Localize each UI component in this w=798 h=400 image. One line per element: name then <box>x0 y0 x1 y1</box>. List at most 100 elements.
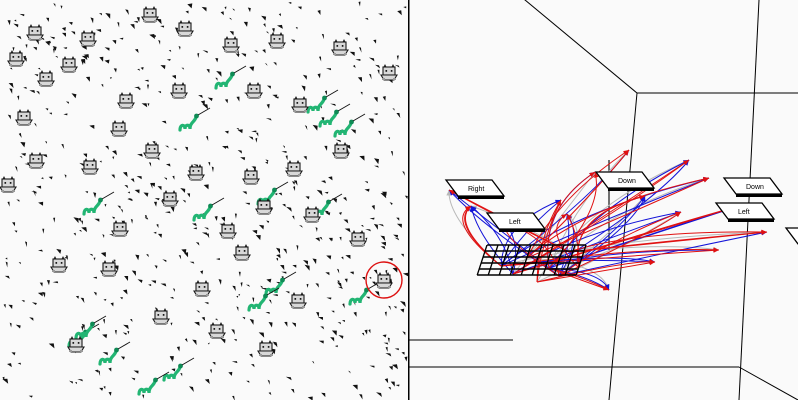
cat-agent[interactable] <box>170 82 188 99</box>
snake-agent[interactable] <box>137 377 158 396</box>
action-plate[interactable]: Up <box>784 227 798 247</box>
snake-agent[interactable] <box>82 197 103 216</box>
cat-agent[interactable] <box>60 56 78 73</box>
debris-particle <box>352 65 356 69</box>
action-plate[interactable]: Down <box>594 171 656 191</box>
debris-particle <box>304 125 308 131</box>
cat-agent[interactable] <box>285 160 303 177</box>
debris-particle <box>247 7 251 13</box>
cat-agent[interactable] <box>349 230 367 247</box>
cat-agent[interactable] <box>245 82 263 99</box>
debris-particle <box>93 257 96 261</box>
cat-agent[interactable] <box>110 120 128 137</box>
debris-particle <box>204 302 209 305</box>
snake-agent[interactable] <box>178 113 199 132</box>
snake-agent[interactable] <box>98 347 119 366</box>
debris-particle <box>266 220 270 224</box>
debris-particle <box>324 210 329 215</box>
cat-agent[interactable] <box>176 20 194 37</box>
debris-particle <box>60 5 63 9</box>
cat-agent[interactable] <box>233 244 251 261</box>
debris-particle <box>77 217 81 222</box>
graph-edge <box>568 231 768 253</box>
snake-agent[interactable] <box>318 109 339 128</box>
cat-agent[interactable] <box>255 198 273 215</box>
debris-particle <box>127 330 130 335</box>
debris-particle <box>303 155 307 160</box>
snake-agent[interactable] <box>348 287 369 306</box>
cat-agent[interactable] <box>219 222 237 239</box>
debris-particle <box>295 27 298 30</box>
debris-particle <box>231 361 238 364</box>
cat-agent[interactable] <box>289 292 307 309</box>
debris-particle <box>328 237 333 241</box>
debris-particle <box>7 20 11 26</box>
simulation-world-view[interactable] <box>0 0 408 400</box>
world-canvas[interactable] <box>0 0 408 400</box>
debris-particle <box>198 95 203 99</box>
debris-particle <box>380 241 386 246</box>
debris-particle <box>150 35 156 38</box>
cat-agent[interactable] <box>152 308 170 325</box>
debris-particle <box>93 291 97 296</box>
cat-agent[interactable] <box>208 322 226 339</box>
debris-particle <box>207 97 213 102</box>
cat-agent[interactable] <box>67 336 85 353</box>
snake-agent[interactable] <box>162 363 183 382</box>
debris-particle <box>3 304 6 309</box>
debris-particle <box>352 384 358 390</box>
edge-arrowhead <box>639 195 645 200</box>
cat-agent[interactable] <box>380 64 398 81</box>
debris-particle <box>41 154 48 158</box>
cat-agent[interactable] <box>332 142 350 159</box>
cat-agent[interactable] <box>143 142 161 159</box>
debris-particle <box>396 112 401 119</box>
cat-agent[interactable] <box>268 32 286 49</box>
cat-agent[interactable] <box>37 70 55 87</box>
debris-particle <box>124 185 129 189</box>
cat-agent[interactable] <box>0 176 17 193</box>
cat-agent[interactable] <box>7 50 25 67</box>
action-plate[interactable]: Left <box>714 202 776 222</box>
debris-particle <box>9 67 13 70</box>
cat-agent[interactable] <box>222 36 240 53</box>
state-mesh-grid[interactable] <box>476 244 587 276</box>
action-plate[interactable]: Down <box>722 177 784 197</box>
cat-agent[interactable] <box>117 92 135 109</box>
snake-agent[interactable] <box>333 119 354 138</box>
policy-graph-3d-view[interactable]: Right Left Down Down Left Up <box>409 0 798 400</box>
cat-agent[interactable] <box>242 168 260 185</box>
cat-agent[interactable] <box>79 30 97 47</box>
snake-agent[interactable] <box>74 321 95 340</box>
cat-agent[interactable] <box>303 206 321 223</box>
cat-agent[interactable] <box>81 158 99 175</box>
cat-agent[interactable] <box>375 272 393 289</box>
cat-agent[interactable] <box>26 24 44 41</box>
graph-edge <box>500 231 768 267</box>
debris-particle <box>80 220 83 225</box>
cat-agent[interactable] <box>50 256 68 273</box>
plate-label: Right <box>468 186 484 193</box>
snake-agent[interactable] <box>306 95 327 114</box>
cat-agent[interactable] <box>331 39 349 56</box>
action-plate[interactable]: Right <box>444 179 506 199</box>
cat-agent[interactable] <box>141 6 159 23</box>
debris-particle <box>161 120 167 124</box>
snake-agent[interactable] <box>214 71 235 90</box>
snake-agent[interactable] <box>264 277 285 296</box>
action-plate[interactable]: Left <box>485 212 547 232</box>
cat-agent[interactable] <box>15 109 33 126</box>
selected-agent-ring[interactable] <box>365 261 403 299</box>
cat-agent[interactable] <box>111 220 129 237</box>
snake-agent[interactable] <box>247 293 268 312</box>
cat-agent[interactable] <box>187 164 205 181</box>
cat-agent[interactable] <box>161 190 179 207</box>
graph-canvas[interactable]: Right Left Down Down Left Up <box>409 0 798 400</box>
cat-agent[interactable] <box>291 96 309 113</box>
snake-agent[interactable] <box>192 203 213 222</box>
debris-particle <box>389 202 393 206</box>
cat-agent[interactable] <box>257 340 275 357</box>
cat-agent[interactable] <box>27 152 45 169</box>
cat-agent[interactable] <box>100 260 118 277</box>
cat-agent[interactable] <box>193 280 211 297</box>
